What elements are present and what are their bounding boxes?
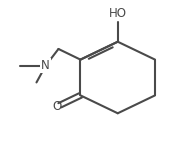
Text: O: O bbox=[52, 100, 61, 113]
Text: HO: HO bbox=[109, 7, 127, 20]
Text: N: N bbox=[41, 59, 50, 72]
